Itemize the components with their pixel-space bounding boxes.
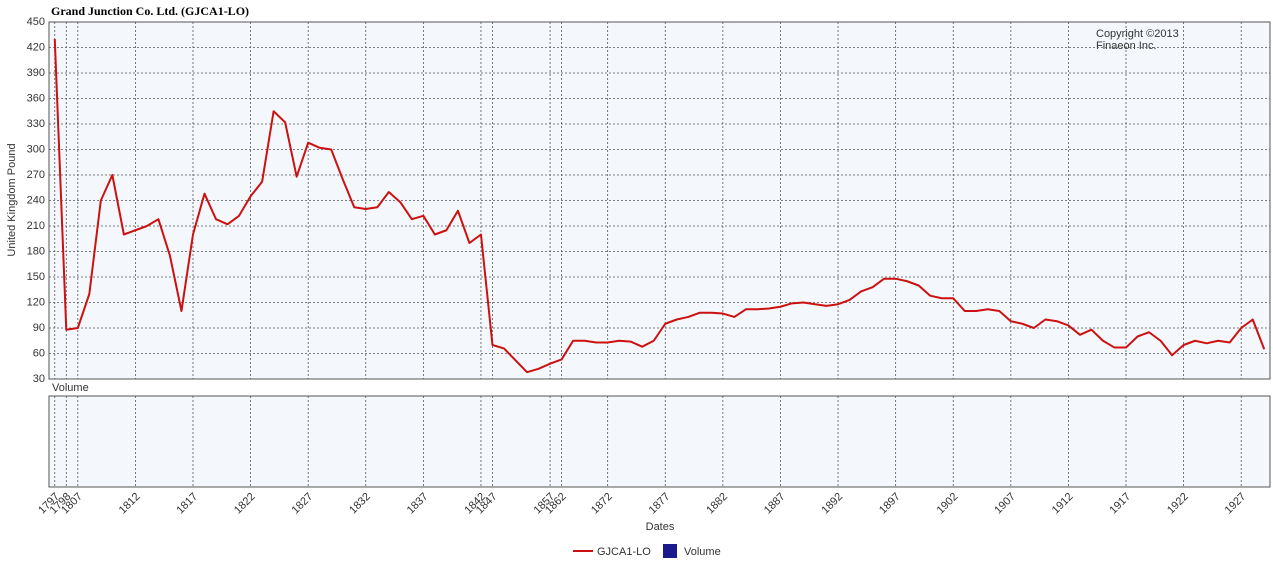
line-series (53, 38, 1266, 374)
chart-title: Grand Junction Co. Ltd. (GJCA1-LO) (51, 4, 249, 18)
y-tick-label: 90 (33, 322, 45, 334)
y-tick-label: 330 (27, 118, 45, 130)
annotation: Copyright ©2013 (1096, 28, 1179, 40)
legend-label: Volume (684, 546, 721, 558)
y-tick-label: 180 (27, 245, 45, 257)
x-axis-label: Dates (646, 521, 675, 533)
volume-title: Volume (52, 382, 89, 394)
x-tick-label: 1817 (174, 491, 200, 517)
x-tick-label: 1812 (117, 491, 143, 517)
x-tick-label: 1897 (877, 491, 903, 517)
y-tick-label: 360 (27, 92, 45, 104)
y-tick-label: 210 (27, 220, 45, 232)
y-tick-label: 30 (33, 373, 45, 385)
x-tick-label: 1882 (704, 491, 730, 517)
legend-label: GJCA1-LO (597, 546, 651, 558)
x-tick-label: 1902 (935, 491, 961, 517)
y-tick-label: 60 (33, 347, 45, 359)
y-tick-label: 270 (27, 169, 45, 181)
x-tick-label: 1887 (762, 491, 788, 517)
x-tick-label: 1832 (347, 491, 373, 517)
y-tick-label: 150 (27, 271, 45, 283)
y-tick-label: 240 (27, 194, 45, 206)
volume-area (48, 395, 1271, 488)
x-tick-label: 1917 (1107, 491, 1133, 517)
x-tick-label: 1827 (290, 491, 316, 517)
x-tick-label: 1922 (1165, 491, 1191, 517)
x-tick-label: 1892 (819, 491, 845, 517)
legend-swatch (663, 544, 677, 558)
x-tick-label: 1872 (589, 491, 615, 517)
x-tick-label: 1877 (647, 491, 673, 517)
y-tick-label: 450 (27, 16, 45, 28)
x-tick-label: 1822 (232, 491, 258, 517)
x-tick-label: 1912 (1050, 491, 1076, 517)
y-axis-label: United Kingdom Pound (6, 143, 18, 256)
x-tick-label: 1927 (1223, 491, 1249, 517)
x-tick-label: 1907 (992, 491, 1018, 517)
annotation: Finaeon Inc. (1096, 40, 1157, 52)
x-tick-label: 1837 (405, 491, 431, 517)
y-tick-label: 120 (27, 296, 45, 308)
y-tick-label: 300 (27, 143, 45, 155)
y-tick-label: 390 (27, 67, 45, 79)
y-tick-label: 420 (27, 41, 45, 53)
